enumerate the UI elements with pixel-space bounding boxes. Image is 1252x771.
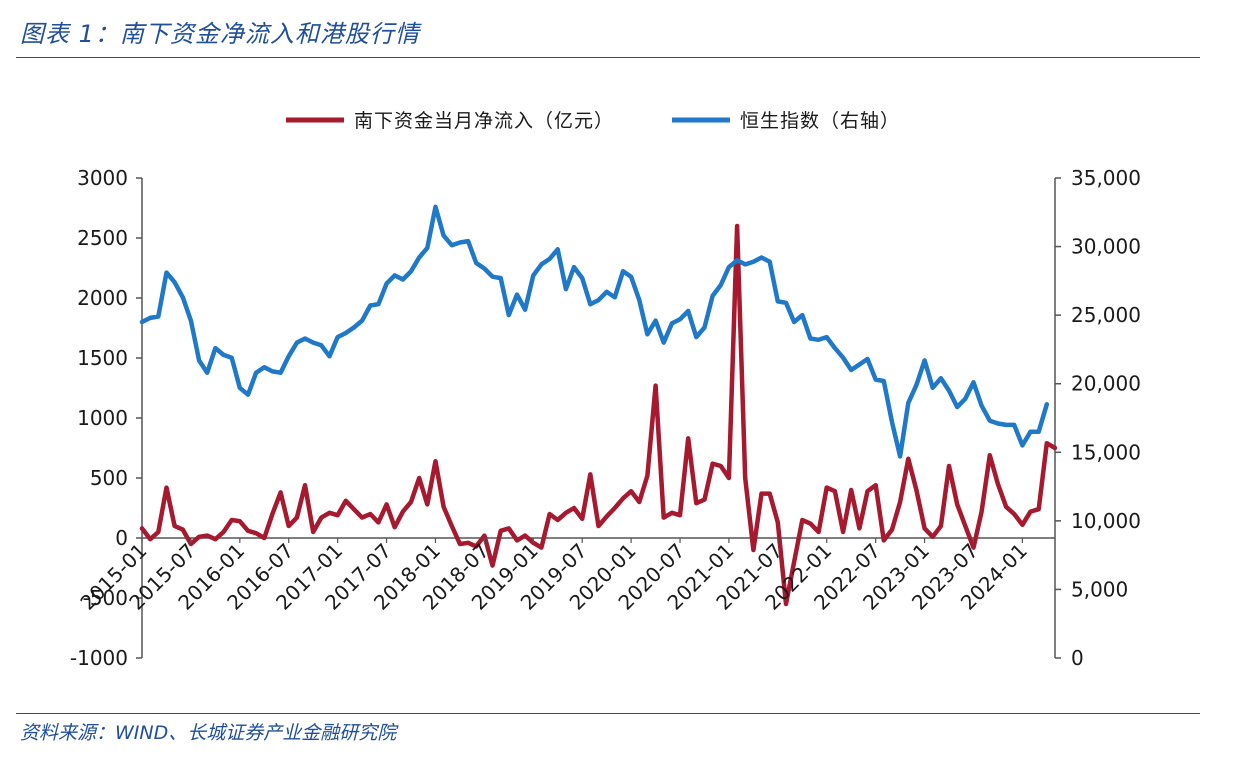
right-tick-label: 5,000: [1071, 577, 1128, 601]
right-tick-label: 0: [1071, 646, 1084, 670]
left-tick-label: 0: [115, 526, 128, 550]
axes: -1000 -500 0 500 1000 1500 2000 2500 3000 0 5,000 1…: [70, 166, 1141, 670]
left-tick-label: 3000: [77, 166, 128, 190]
right-tick-label: 15,000: [1071, 440, 1141, 464]
left-tick-label: 1500: [77, 346, 128, 370]
right-tick-label: 10,000: [1071, 509, 1141, 533]
series-line-southbound-inflow: [139, 223, 1058, 607]
left-tick-label: -1000: [70, 646, 128, 670]
left-tick-label: 500: [90, 466, 128, 490]
series-layer: [139, 204, 1058, 607]
x-axis-labels: 2015-012015-072016-012016-072017-012017-…: [75, 538, 1032, 615]
figure-title: 图表 1：南下资金净流入和港股行情: [20, 20, 420, 48]
left-tick-label: 2500: [77, 226, 128, 250]
right-tick-label: 20,000: [1071, 372, 1141, 396]
left-tick-label: -500: [83, 586, 128, 610]
right-tick-label: 35,000: [1071, 166, 1141, 190]
series-line-hang-seng-index: [139, 204, 1050, 459]
source-rule: [16, 713, 1200, 714]
right-tick-label: 25,000: [1071, 303, 1141, 327]
left-tick-label: 2000: [77, 286, 128, 310]
source-note: 资料来源：WIND、长城证券产业金融研究院: [20, 722, 397, 744]
legend: 南下资金当月净流入（亿元） 恒生指数（右轴）: [286, 110, 900, 132]
right-tick-label: 30,000: [1071, 235, 1141, 259]
legend-label-inflow: 南下资金当月净流入（亿元）: [354, 110, 614, 132]
left-tick-label: 1000: [77, 406, 128, 430]
title-rule: [16, 57, 1200, 58]
legend-label-hsi: 恒生指数（右轴）: [740, 110, 900, 132]
